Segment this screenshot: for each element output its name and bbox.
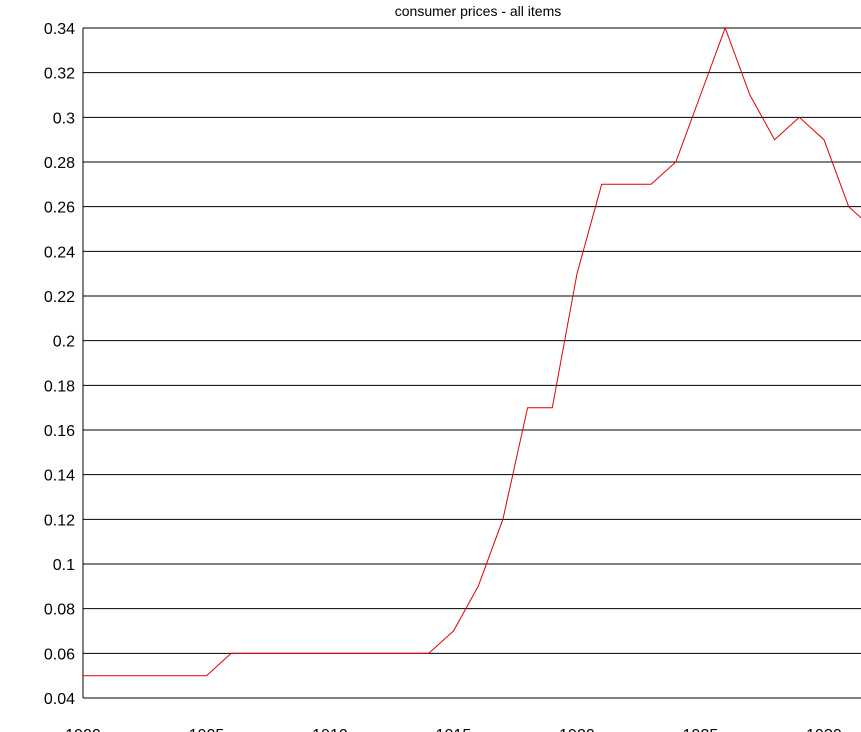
y-tick-label: 0.08	[44, 602, 75, 619]
x-tick-labels: 1900 1905 1910 1915 1920 1925 1930	[65, 727, 842, 732]
x-tick-label: 1915	[436, 727, 472, 732]
series-line	[83, 26, 861, 677]
x-tick-label: 1905	[189, 727, 225, 732]
y-tick-label: 0.28	[44, 155, 75, 172]
y-tick-label: 0.04	[44, 691, 75, 708]
x-tick-label: 1920	[559, 727, 595, 732]
y-tick-label: 0.16	[44, 423, 75, 440]
y-tick-label: 0.14	[44, 468, 75, 485]
y-tick-label: 0.06	[44, 646, 75, 663]
series-layer	[83, 26, 861, 677]
y-tick-labels: 0.04 0.06 0.08 0.1 0.12 0.14 0.16 0.18 0.2 0.22 0.…	[44, 21, 75, 708]
y-tick-label: 0.32	[44, 66, 75, 83]
y-tick-label: 0.2	[53, 334, 75, 351]
x-tick-label: 1910	[312, 727, 348, 732]
x-tick-label: 1925	[683, 727, 719, 732]
x-tick-label: 1900	[65, 727, 101, 732]
gridlines	[83, 27, 861, 699]
y-tick-label: 0.26	[44, 200, 75, 217]
y-tick-label: 0.24	[44, 244, 75, 261]
x-tick-label: 1930	[806, 727, 842, 732]
y-tick-label: 0.12	[44, 512, 75, 529]
y-tick-label: 0.1	[53, 557, 75, 574]
y-tick-label: 0.3	[53, 110, 75, 127]
chart-title: consumer prices - all items	[395, 3, 562, 19]
y-tick-label: 0.22	[44, 289, 75, 306]
y-tick-label: 0.34	[44, 21, 75, 38]
y-tick-label: 0.18	[44, 378, 75, 395]
